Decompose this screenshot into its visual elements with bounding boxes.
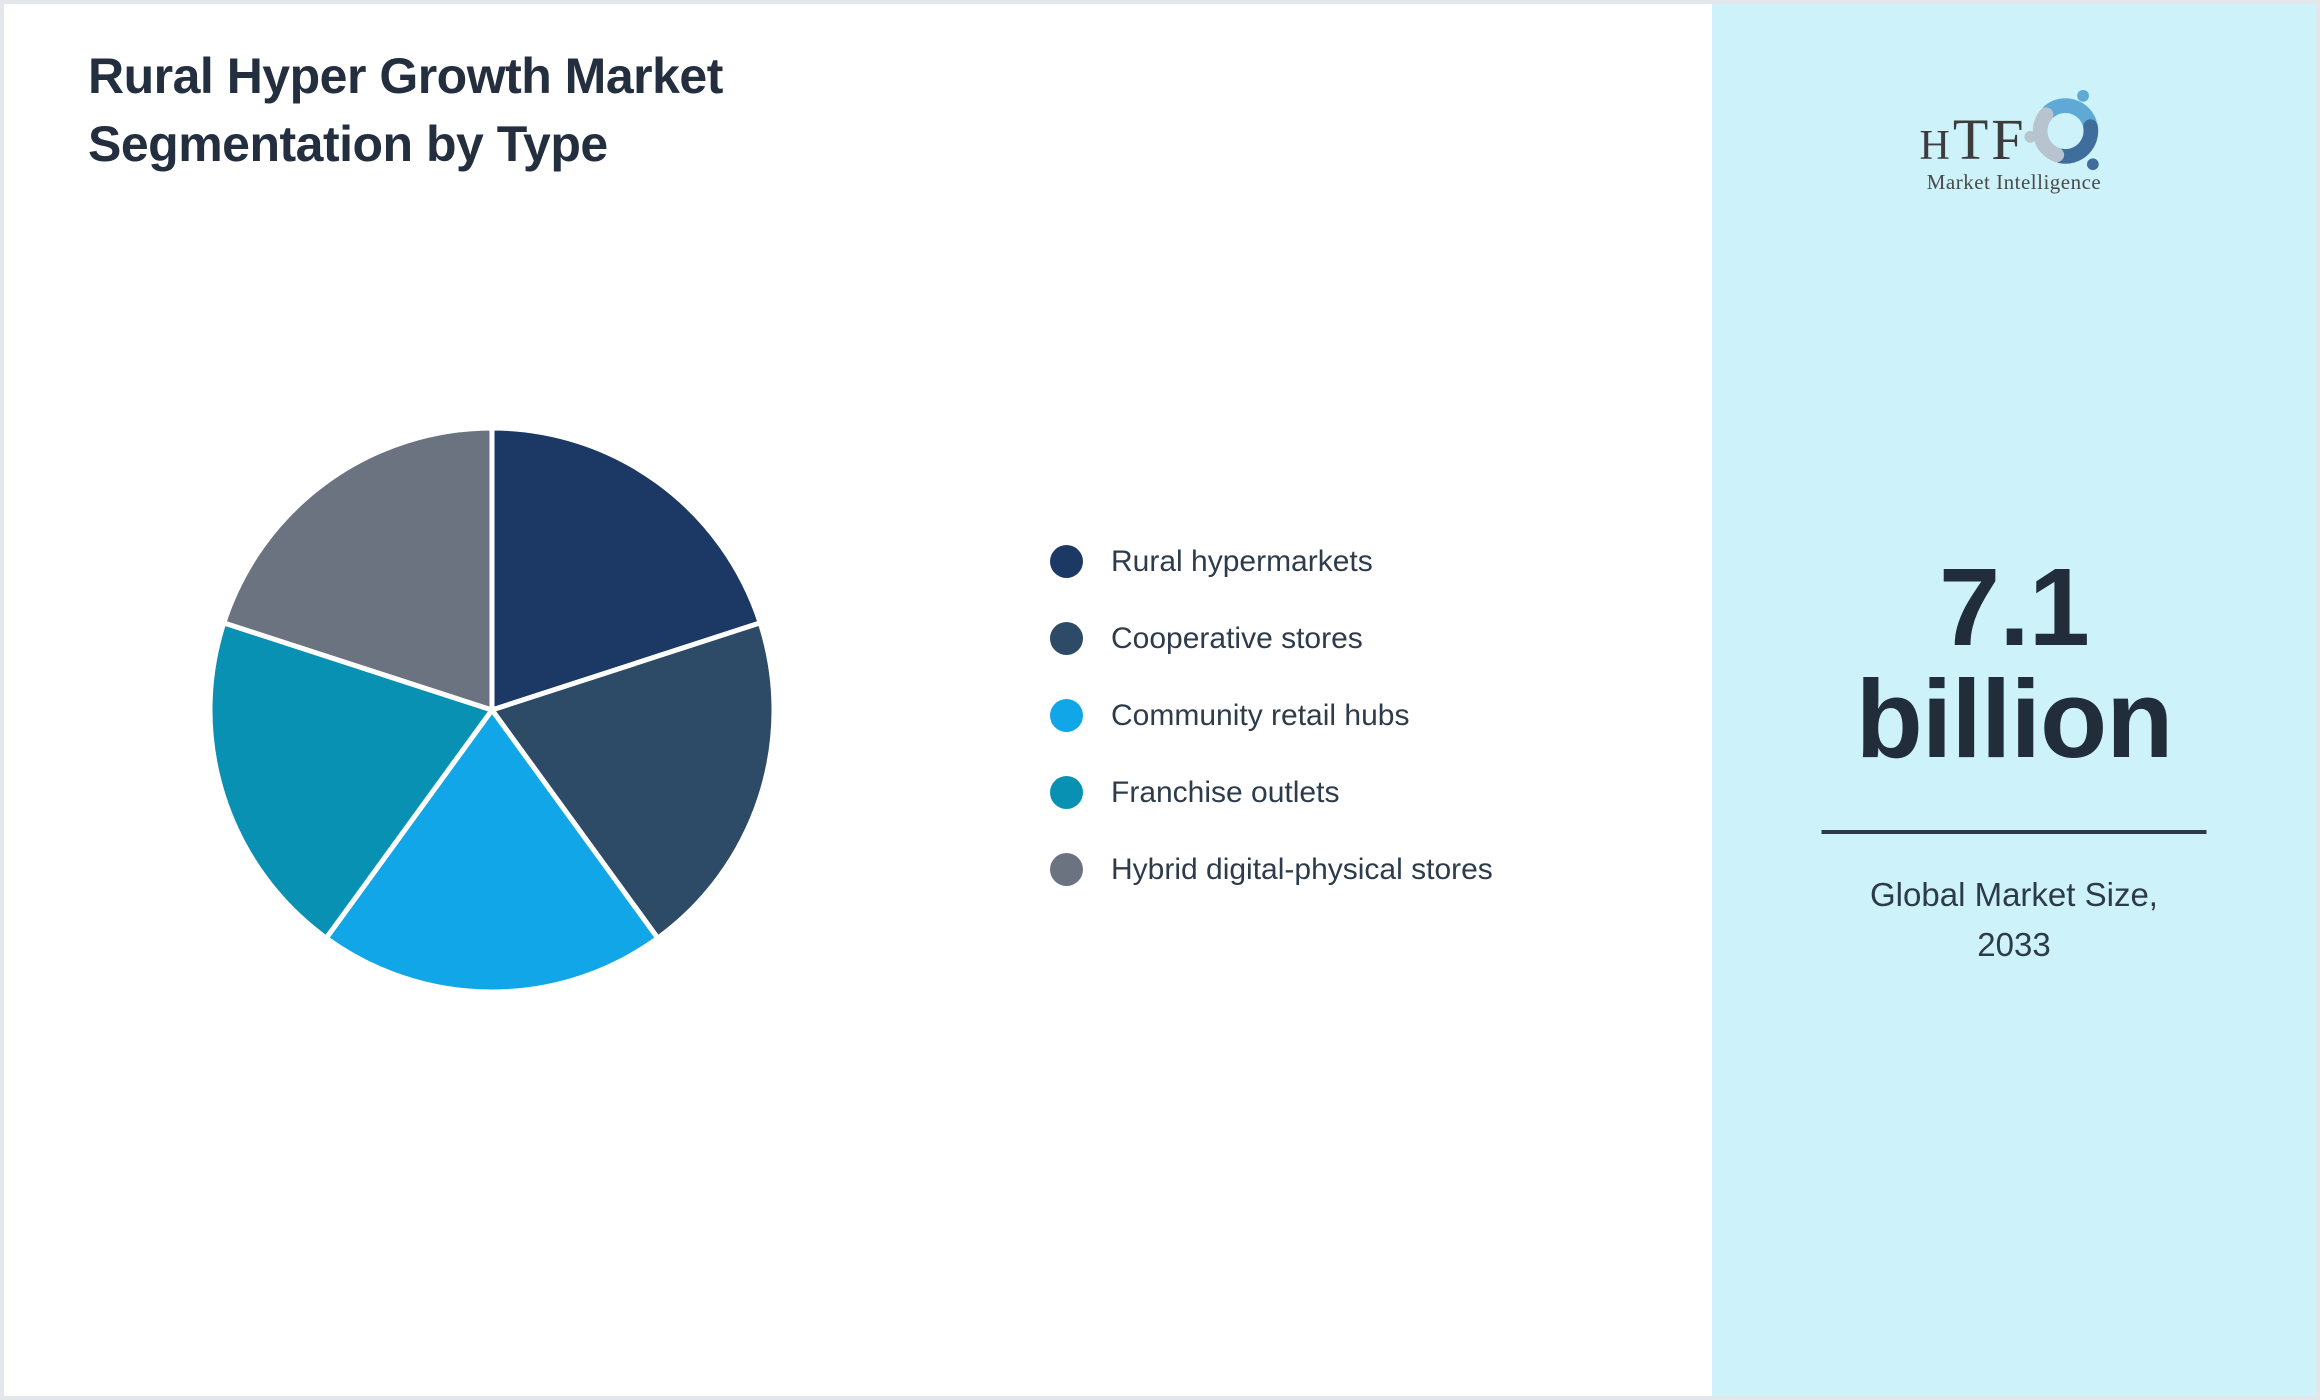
pie-slice-2: [322, 705, 662, 995]
pie-slice-3: [207, 619, 497, 942]
legend-swatch-icon: [1050, 622, 1083, 655]
pie-chart: [207, 425, 777, 995]
legend-item: Community retail hubs: [1050, 699, 1493, 732]
market-size-caption-line1: Global Market Size,: [1870, 876, 2158, 913]
legend-item: Rural hypermarkets: [1050, 545, 1493, 578]
pie-chart-container: [200, 418, 784, 1002]
chart-legend: Rural hypermarkets Cooperative stores Co…: [1050, 545, 1493, 930]
legend-swatch-icon: [1050, 776, 1083, 809]
page-title-line2: Segmentation by Type: [88, 116, 608, 172]
htf-logo: HTF Market Intelligence: [1919, 88, 2108, 195]
sidebar: HTF Market Intelligence 7.1 billion: [1712, 4, 2316, 1396]
market-size-value-line2: billion: [1855, 658, 2174, 782]
htf-logo-text: HTF: [1919, 106, 2027, 172]
htf-logo-subtext: Market Intelligence: [1926, 170, 2102, 194]
legend-item: Cooperative stores: [1050, 622, 1493, 655]
sidebar-divider: [1821, 830, 2207, 834]
market-size-value: 7.1 billion: [1712, 546, 2316, 782]
legend-swatch-icon: [1050, 699, 1083, 732]
legend-swatch-icon: [1050, 545, 1083, 578]
legend-label: Community retail hubs: [1111, 698, 1410, 732]
legend-item: Hybrid digital-physical stores: [1050, 853, 1493, 886]
page-title-line1: Rural Hyper Growth Market: [88, 48, 723, 104]
chart-area: Rural Hyper Growth Market Segmentation b…: [4, 4, 1712, 1396]
legend-label: Rural hypermarkets: [1111, 544, 1373, 578]
pie-slice-4: [220, 425, 495, 714]
page-title: Rural Hyper Growth Market Segmentation b…: [88, 42, 723, 178]
legend-label: Hybrid digital-physical stores: [1111, 852, 1493, 886]
pie-slice-0: [489, 425, 764, 714]
legend-swatch-icon: [1050, 853, 1083, 886]
legend-label: Franchise outlets: [1111, 775, 1340, 809]
market-size-value-line1: 7.1: [1939, 546, 2090, 669]
htf-swirl-figures-icon: [2024, 88, 2109, 171]
market-size-caption: Global Market Size, 2033: [1712, 870, 2316, 969]
pie-slice-1: [487, 619, 777, 942]
htf-logo-row: HTF: [1919, 88, 2109, 172]
legend-item: Franchise outlets: [1050, 776, 1493, 809]
market-size-caption-line2: 2033: [1977, 925, 2051, 963]
legend-label: Cooperative stores: [1111, 621, 1363, 655]
